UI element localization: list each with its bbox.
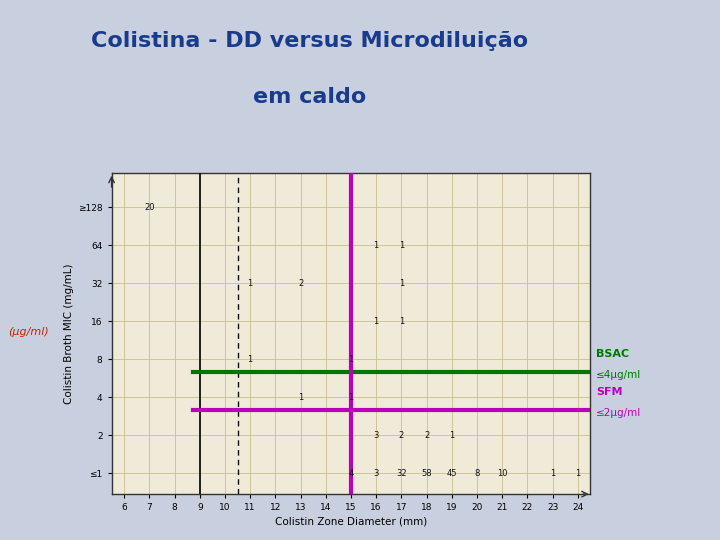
Text: em caldo: em caldo — [253, 87, 366, 107]
Text: SFM: SFM — [596, 387, 623, 396]
Text: 1: 1 — [374, 240, 379, 249]
Text: 45: 45 — [446, 469, 457, 478]
Text: 4: 4 — [348, 469, 354, 478]
Text: 1: 1 — [449, 431, 454, 440]
Text: 8: 8 — [474, 469, 480, 478]
Text: 1: 1 — [248, 279, 253, 288]
Text: 1: 1 — [348, 355, 354, 363]
Text: 1: 1 — [248, 355, 253, 363]
Y-axis label: Colistin Broth MIC (mg/mL): Colistin Broth MIC (mg/mL) — [64, 263, 73, 404]
Text: 1: 1 — [374, 316, 379, 326]
Text: 2: 2 — [298, 279, 303, 288]
Text: 1: 1 — [348, 393, 354, 402]
Text: BSAC: BSAC — [596, 348, 629, 359]
Text: 1: 1 — [399, 279, 404, 288]
Text: (μg/ml): (μg/ml) — [9, 327, 49, 337]
Text: ≤4μg/ml: ≤4μg/ml — [596, 370, 642, 380]
Text: 2: 2 — [399, 431, 404, 440]
Text: 1: 1 — [399, 240, 404, 249]
X-axis label: Colistin Zone Diameter (mm): Colistin Zone Diameter (mm) — [275, 516, 427, 526]
Text: 10: 10 — [497, 469, 508, 478]
Text: 1: 1 — [298, 393, 303, 402]
Text: 1: 1 — [575, 469, 580, 478]
Text: 58: 58 — [421, 469, 432, 478]
Text: 2: 2 — [424, 431, 429, 440]
Text: Colistina - DD versus Microdiluição: Colistina - DD versus Microdiluição — [91, 31, 528, 51]
Text: 1: 1 — [399, 316, 404, 326]
Text: 32: 32 — [396, 469, 407, 478]
Text: 1: 1 — [550, 469, 555, 478]
Text: 3: 3 — [374, 469, 379, 478]
Text: 20: 20 — [144, 202, 155, 212]
Text: ≤2μg/ml: ≤2μg/ml — [596, 408, 642, 418]
Text: 3: 3 — [374, 431, 379, 440]
